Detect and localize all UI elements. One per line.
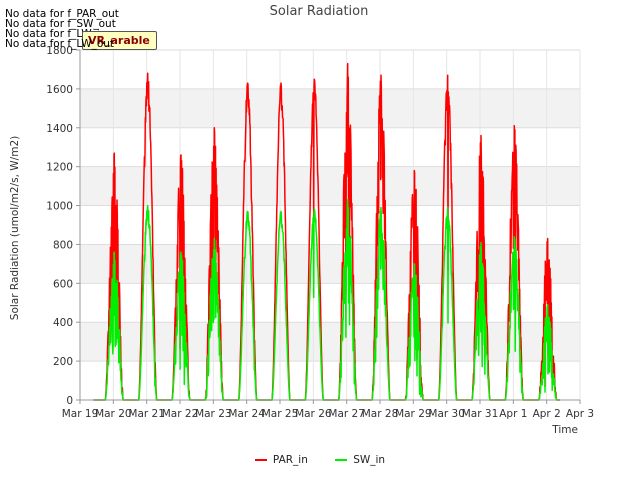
series-line-sw-in — [93, 198, 560, 401]
no-data-note-sw-out: No data for f_SW_out — [5, 18, 116, 30]
y-tick-label: 1600 — [46, 84, 73, 96]
y-axis-ticks: 0 200 400 600 800 1000 1200 1400 1600 1800 — [46, 45, 80, 407]
y-tick-label: 1400 — [46, 123, 73, 135]
x-tick-label: Mar 29 — [395, 408, 432, 420]
x-tick-label: Mar 26 — [295, 408, 332, 420]
x-tick-label: Mar 31 — [462, 408, 499, 420]
grid-band — [80, 166, 580, 206]
x-tick-label: Mar 22 — [162, 408, 199, 420]
no-data-note-lw-out: No data for f_LW_out — [5, 38, 115, 50]
x-tick-label: Mar 30 — [428, 408, 465, 420]
legend-label-par-in: PAR_in — [272, 454, 308, 466]
legend-swatch-par-in — [254, 459, 267, 461]
y-tick-label: 1200 — [46, 162, 73, 174]
grid-bands — [80, 88, 580, 362]
x-tick-label: Mar 21 — [128, 408, 165, 420]
x-tick-label: Mar 27 — [328, 408, 365, 420]
grid-band — [80, 244, 580, 284]
y-tick-label: 1000 — [46, 201, 73, 213]
x-tick-label: Mar 28 — [362, 408, 399, 420]
legend-label-sw-in: SW_in — [353, 454, 386, 466]
legend-swatch-sw-in — [335, 459, 348, 461]
x-tick-label: Mar 24 — [228, 408, 265, 420]
y-tick-label: 1800 — [46, 45, 73, 57]
legend-item-par-in: PAR_in — [254, 454, 308, 466]
y-tick-label: 800 — [53, 239, 73, 251]
axes — [79, 50, 580, 401]
no-data-note-par-out: No data for f_PAR_out — [5, 8, 119, 20]
y-axis-label: Solar Radiation (umol/m2/s, W/m2) — [9, 136, 21, 320]
x-tick-label: Mar 23 — [195, 408, 232, 420]
chart-title: Solar Radiation — [270, 4, 369, 19]
legend-item-sw-in: SW_in — [335, 454, 385, 466]
y-tick-label: 0 — [66, 395, 73, 407]
x-tick-label: Mar 20 — [95, 408, 132, 420]
y-tick-label: 400 — [53, 317, 73, 329]
x-tick-label: Mar 19 — [62, 408, 99, 420]
no-data-note-lw-in: No data for f_LW_in — [5, 28, 107, 40]
x-tick-label: Apr 3 — [566, 408, 594, 420]
site-tag: VR_arable — [82, 31, 157, 50]
grid-band — [80, 322, 580, 362]
x-axis-label: Time — [551, 424, 578, 436]
y-tick-label: 200 — [53, 356, 73, 368]
x-tick-label: Mar 25 — [262, 408, 299, 420]
x-tick-label: Apr 2 — [533, 408, 561, 420]
x-tick-label: Apr 1 — [499, 408, 527, 420]
legend: PAR_in SW_in — [0, 454, 640, 466]
grid-band — [80, 88, 580, 128]
y-tick-label: 600 — [53, 278, 73, 290]
